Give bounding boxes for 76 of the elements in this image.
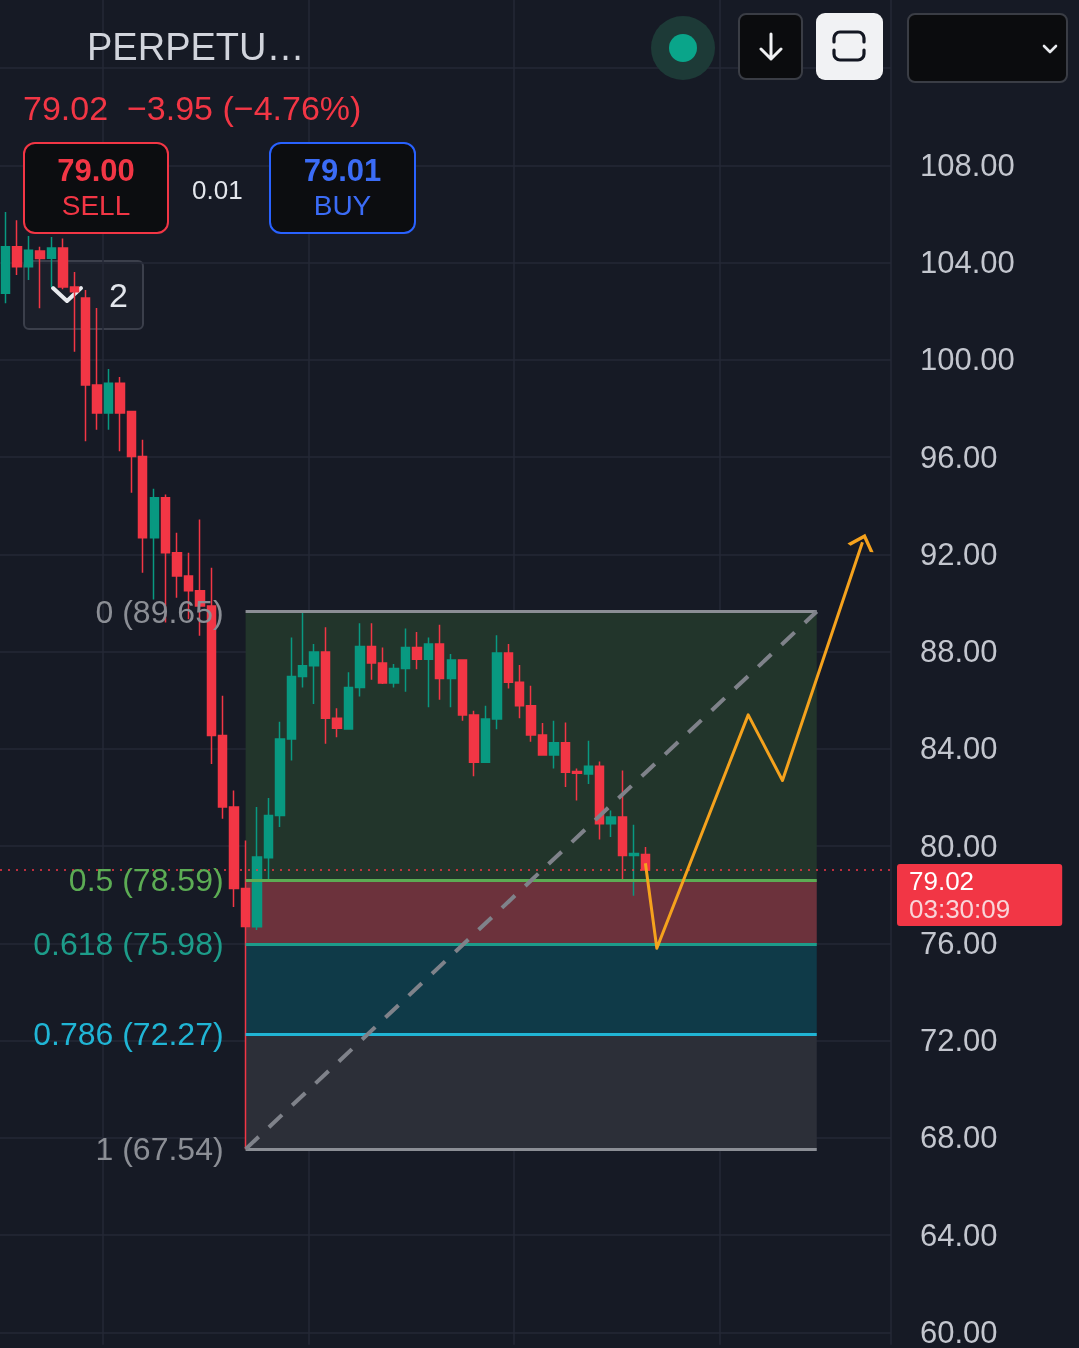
ref-line-label: 0.5 (78.59) bbox=[68, 862, 224, 899]
candlestick bbox=[423, 636, 434, 709]
y-tick-label: 60.00 bbox=[920, 1315, 998, 1348]
candlestick bbox=[91, 307, 103, 431]
candlestick bbox=[80, 289, 91, 443]
y-tick-label: 72.00 bbox=[920, 1023, 998, 1059]
candlestick bbox=[434, 623, 445, 701]
y-tick-label: 84.00 bbox=[920, 731, 998, 767]
y-tick-label: 88.00 bbox=[920, 634, 998, 670]
candlestick bbox=[69, 271, 80, 353]
candlestick bbox=[628, 824, 640, 897]
ref-line-label: 1 (67.54) bbox=[95, 1131, 224, 1168]
ref-line-label: 79.02 03:30:09 bbox=[909, 866, 1011, 925]
candlestick bbox=[605, 809, 617, 838]
candlestick bbox=[503, 643, 514, 690]
candlestick bbox=[137, 438, 148, 574]
candlestick bbox=[525, 684, 537, 743]
annotation: 0.01 bbox=[192, 174, 243, 207]
candlestick bbox=[366, 622, 377, 681]
candlestick bbox=[583, 739, 594, 785]
candlestick bbox=[308, 643, 320, 705]
y-tick-label: 104.00 bbox=[920, 245, 1015, 281]
ref-line-label: 0.786 (72.27) bbox=[33, 1016, 224, 1053]
candlestick bbox=[57, 237, 69, 291]
annotation: 2 bbox=[109, 275, 128, 316]
candlestick bbox=[103, 368, 114, 431]
annotation: SELL bbox=[61, 189, 131, 223]
candlestick bbox=[23, 235, 34, 281]
candlestick bbox=[217, 694, 228, 820]
candlestick bbox=[11, 219, 23, 276]
candlestick bbox=[343, 671, 354, 731]
candlestick bbox=[377, 646, 388, 685]
candlestick bbox=[491, 634, 503, 730]
y-tick-label: 92.00 bbox=[920, 536, 998, 572]
candlestick bbox=[149, 488, 160, 601]
candlestick bbox=[571, 767, 583, 802]
candlestick bbox=[514, 664, 525, 720]
y-tick-label: 64.00 bbox=[920, 1217, 998, 1253]
candlestick bbox=[354, 622, 366, 698]
candlestick bbox=[320, 626, 331, 745]
candlestick bbox=[126, 410, 137, 494]
text: PERPETU… bbox=[87, 25, 305, 70]
candlestick bbox=[388, 663, 400, 689]
candlestick bbox=[548, 719, 560, 770]
ref-line-label: 0.618 (75.98) bbox=[33, 925, 224, 962]
candlestick bbox=[114, 376, 126, 453]
sell-button: 79.00 SELL bbox=[23, 142, 169, 234]
candlestick bbox=[251, 806, 263, 931]
y-tick-label: 68.00 bbox=[920, 1120, 998, 1156]
candlestick bbox=[468, 710, 480, 777]
candlestick bbox=[274, 720, 286, 828]
candlestick bbox=[286, 636, 297, 762]
y-tick-label: 76.00 bbox=[920, 925, 998, 961]
annotation: 79.02 −3.95 (−4.76%) bbox=[23, 88, 362, 129]
candlestick bbox=[46, 236, 57, 288]
y-tick-label: 108.00 bbox=[920, 147, 1015, 183]
candlestick bbox=[263, 797, 274, 881]
candlestick bbox=[457, 658, 468, 722]
y-tick-label: 100.00 bbox=[920, 342, 1015, 378]
candlestick bbox=[560, 721, 571, 788]
candlestick bbox=[537, 722, 548, 756]
candlestick bbox=[171, 532, 183, 599]
y-tick-label: 96.00 bbox=[920, 439, 998, 475]
candlestick bbox=[297, 610, 308, 689]
candlestick bbox=[34, 246, 46, 310]
candlestick bbox=[331, 707, 343, 738]
candlestick bbox=[446, 653, 457, 709]
buy-button: 79.01 BUY bbox=[269, 142, 416, 234]
annotation: 79.00 bbox=[57, 153, 135, 189]
y-tick-label: 80.00 bbox=[920, 828, 998, 864]
annotation: 79.01 bbox=[303, 153, 382, 189]
candlestick bbox=[411, 631, 423, 670]
candlestick bbox=[0, 211, 11, 304]
candlestick bbox=[480, 704, 491, 764]
candlestick bbox=[400, 627, 411, 693]
annotation: BUY bbox=[313, 189, 372, 223]
